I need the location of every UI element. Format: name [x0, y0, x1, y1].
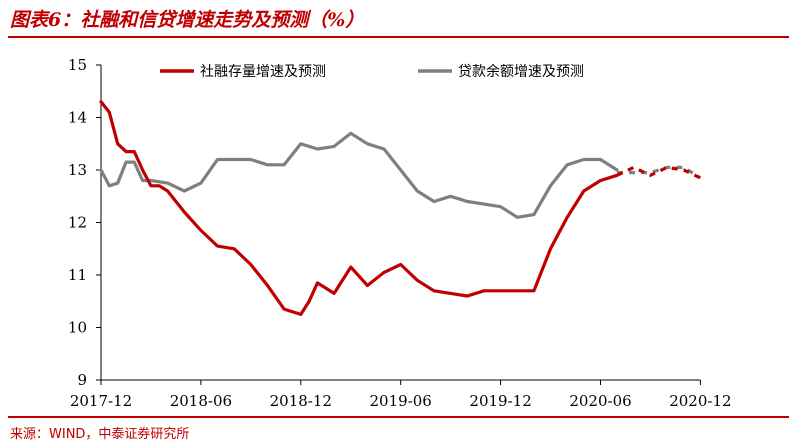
x-tick-label: 2020-06 — [569, 392, 631, 410]
y-tick-label: 11 — [68, 266, 87, 284]
series-line-forecast — [617, 165, 702, 180]
x-tick-label: 2019-12 — [469, 392, 531, 410]
chart-legend: 社融存量增速及预测 贷款余额增速及预测 — [160, 63, 584, 80]
chart-axes: 9 10 11 12 13 14 15 2017-12 2018-06 2018-12 2019-0… — [68, 56, 732, 410]
series-line-forecast — [616, 165, 702, 180]
source-note: 来源：WIND，中泰证券研究所 — [10, 427, 190, 442]
y-tick-label: 13 — [68, 161, 87, 179]
x-tick-label: 2019-06 — [370, 392, 432, 410]
y-tick-label: 12 — [68, 214, 87, 232]
source-rule — [8, 416, 789, 418]
y-tick-label: 14 — [68, 109, 87, 127]
y-tick-label: 10 — [68, 319, 87, 337]
chart-title: 图表6：社融和信贷增速走势及预测（%） — [10, 9, 365, 31]
series-layer — [99, 100, 702, 316]
title-rule — [8, 36, 789, 38]
x-tick-label: 2018-12 — [270, 392, 332, 410]
series-line-actual — [99, 100, 619, 316]
x-tick-label: 2020-12 — [669, 392, 731, 410]
x-tick-label: 2018-06 — [170, 392, 232, 410]
x-tick-label: 2017-12 — [70, 392, 132, 410]
legend-label: 社融存量增速及预测 — [200, 64, 326, 80]
y-tick-label: 9 — [77, 371, 87, 389]
y-tick-label: 15 — [68, 56, 87, 74]
legend-label: 贷款余额增速及预测 — [458, 63, 584, 80]
